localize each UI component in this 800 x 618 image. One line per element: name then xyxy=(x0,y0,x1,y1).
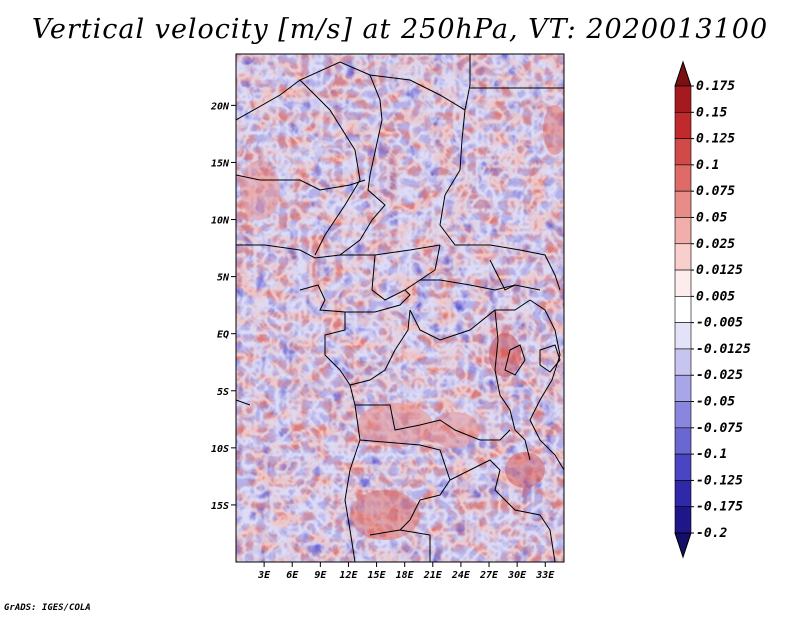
lat-tick-label: 5N xyxy=(217,273,230,284)
colorbar-label: -0.0125 xyxy=(696,342,751,357)
colorbar-label: -0.005 xyxy=(696,316,743,331)
colorbar-swatch xyxy=(674,348,692,376)
map-axes: 3E 6E 9E 12E 15E 18E 21E 24E 27E 30E 33E 20N 15N 10N 5… xyxy=(210,101,555,581)
colorbar-label: -0.2 xyxy=(696,526,727,541)
colorbar-label: -0.125 xyxy=(696,473,743,488)
colorbar-label: 0.1 xyxy=(696,158,719,173)
lon-tick-label: 24E xyxy=(451,570,471,581)
colorbar-swatch xyxy=(674,427,692,455)
colorbar-swatch xyxy=(674,401,692,429)
lon-tick-label: 6E xyxy=(286,570,299,581)
colorbar-swatch xyxy=(674,480,692,508)
colorbar-bottom-triangle xyxy=(674,532,692,559)
colorbar: 0.175 0.15 0.125 0.1 0.075 0.05 0.025 0.0125 0.0… xyxy=(674,60,751,559)
colorbar-swatch xyxy=(674,138,692,166)
colorbar-label: -0.025 xyxy=(696,368,743,383)
lon-tick-label: 9E xyxy=(314,570,327,581)
lon-tick-label: 15E xyxy=(368,570,387,581)
colorbar-label: -0.05 xyxy=(696,395,735,410)
colorbar-swatch xyxy=(674,506,692,534)
colorbar-swatch xyxy=(674,190,692,218)
lat-tick-label: 10S xyxy=(211,444,229,455)
colorbar-swatch xyxy=(674,296,692,323)
lon-tick-label: 30E xyxy=(507,570,527,581)
lon-tick-label: 33E xyxy=(535,570,555,581)
colorbar-swatch xyxy=(674,217,692,245)
colorbar-swatch xyxy=(674,322,692,350)
lon-tick-label: 27E xyxy=(479,570,499,581)
lat-tick-label: 15N xyxy=(211,158,230,169)
colorbar-swatch xyxy=(674,85,692,113)
lat-tick-label: 10N xyxy=(211,216,230,227)
lon-tick-label: 21E xyxy=(423,570,443,581)
colorbar-swatch xyxy=(674,374,692,402)
colorbar-swatch xyxy=(674,269,692,297)
colorbar-label: 0.15 xyxy=(696,105,727,120)
lat-tick-label: 20N xyxy=(210,101,230,112)
colorbar-label: 0.05 xyxy=(696,210,727,225)
colorbar-label: -0.175 xyxy=(696,500,743,515)
map-title: Vertical velocity [m/s] at 250hPa, VT: 2… xyxy=(31,14,769,45)
colorbar-swatch xyxy=(674,453,692,481)
colorbar-label: 0.0125 xyxy=(696,263,743,278)
lat-tick-label: 5S xyxy=(217,387,229,398)
vertical-velocity-field xyxy=(236,54,564,562)
lat-tick-label: 15S xyxy=(211,501,229,512)
country-boundaries xyxy=(236,54,564,562)
colorbar-swatch xyxy=(674,164,692,192)
colorbar-label: 0.075 xyxy=(696,184,735,199)
colorbar-label: 0.175 xyxy=(696,79,735,94)
colorbar-label: 0.025 xyxy=(696,237,735,252)
map-frame xyxy=(235,53,565,563)
colorbar-swatch xyxy=(674,111,692,139)
lon-tick-label: 3E xyxy=(257,570,271,581)
colorbar-label: 0.125 xyxy=(696,132,735,147)
lat-tick-label: EQ xyxy=(217,330,229,341)
colorbar-top-triangle xyxy=(674,60,692,87)
lon-tick-label: 18E xyxy=(396,570,415,581)
grads-credit: GrADS: IGES/COLA xyxy=(4,603,91,613)
colorbar-swatch xyxy=(674,243,692,271)
colorbar-label: -0.1 xyxy=(696,447,727,462)
lon-tick-label: 12E xyxy=(339,570,358,581)
colorbar-label: 0.005 xyxy=(696,289,735,304)
colorbar-label: -0.075 xyxy=(696,421,743,436)
